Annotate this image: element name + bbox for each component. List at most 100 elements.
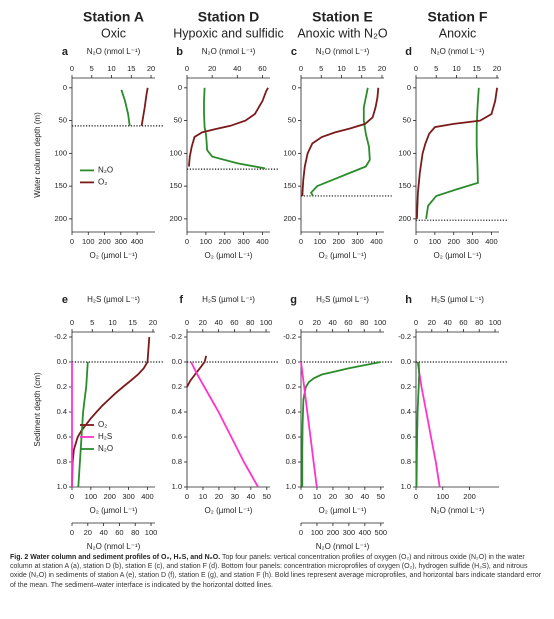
y-tick-label: 0.6 xyxy=(286,432,296,441)
y-tick-label: 0.0 xyxy=(401,357,411,366)
y-tick-label: 50 xyxy=(174,116,182,125)
x-tick-label: 0 xyxy=(299,237,303,246)
x-axis-label: N₂O (nmol L⁻¹) xyxy=(87,47,141,56)
y-tick-label: 0.0 xyxy=(286,357,296,366)
x-tick-label: 300 xyxy=(237,237,250,246)
x-tick-label: 400 xyxy=(141,492,154,501)
x-axis-label: N₂O (nmol L⁻¹) xyxy=(87,542,141,551)
x-tick-label: 0 xyxy=(414,318,418,327)
x-tick-label: 20 xyxy=(428,318,436,327)
x-tick-label: 100 xyxy=(82,237,95,246)
profile-line xyxy=(416,87,498,219)
y-tick-label: 0 xyxy=(292,83,296,92)
x-tick-label: 400 xyxy=(256,237,269,246)
x-tick-label: 80 xyxy=(131,528,139,537)
x-tick-label: 80 xyxy=(475,318,483,327)
x-tick-label: 200 xyxy=(218,237,231,246)
x-tick-label: 40 xyxy=(361,492,369,501)
caption-title: Fig. 2 Water column and sediment profile… xyxy=(10,554,221,561)
y-tick-label: 1.0 xyxy=(401,482,411,491)
x-tick-label: 200 xyxy=(327,528,340,537)
profile-line xyxy=(120,89,131,126)
x-tick-label: 300 xyxy=(115,237,128,246)
x-tick-label: 0 xyxy=(299,64,303,73)
x-tick-label: 15 xyxy=(127,64,135,73)
x-tick-label: 10 xyxy=(337,64,345,73)
x-tick-label: 300 xyxy=(466,237,479,246)
profile-line xyxy=(203,87,266,170)
y-tick-label: 0.8 xyxy=(172,457,182,466)
profile-line xyxy=(300,361,318,488)
station-title: Station D xyxy=(198,9,259,25)
x-tick-label: 5 xyxy=(319,64,323,73)
y-tick-label: 50 xyxy=(403,116,411,125)
x-tick-label: 100 xyxy=(374,318,387,327)
y-tick-label: 50 xyxy=(59,116,67,125)
x-tick-label: 20 xyxy=(313,318,321,327)
x-tick-label: 0 xyxy=(414,237,418,246)
x-tick-label: 30 xyxy=(231,492,239,501)
y-tick-label: 150 xyxy=(398,181,411,190)
x-tick-label: 5 xyxy=(434,64,438,73)
y-axis-label: Water column depth (m) xyxy=(33,112,42,198)
x-tick-label: 80 xyxy=(246,318,254,327)
x-tick-label: 0 xyxy=(185,492,189,501)
y-tick-label: 0.8 xyxy=(286,457,296,466)
x-tick-label: 200 xyxy=(447,237,460,246)
panel-letter: c xyxy=(291,46,297,58)
profile-line xyxy=(140,87,149,126)
x-tick-label: 50 xyxy=(263,492,271,501)
x-axis-label: O₂ (µmol L⁻¹) xyxy=(90,506,138,515)
x-tick-label: 15 xyxy=(358,64,366,73)
panel-letter: d xyxy=(405,46,412,58)
x-tick-label: 0 xyxy=(70,64,74,73)
x-tick-label: 40 xyxy=(214,318,222,327)
x-tick-label: 10 xyxy=(452,64,460,73)
x-tick-label: 80 xyxy=(360,318,368,327)
y-axis-label: Sediment depth (cm) xyxy=(33,372,42,447)
x-tick-label: 40 xyxy=(247,492,255,501)
station-subtitle: Anoxic with N₂O xyxy=(297,26,388,40)
x-tick-label: 10 xyxy=(107,64,115,73)
y-tick-label: 0 xyxy=(178,83,182,92)
y-tick-label: 0.0 xyxy=(172,357,182,366)
x-tick-label: 40 xyxy=(443,318,451,327)
x-tick-label: 0 xyxy=(70,318,74,327)
x-tick-label: 60 xyxy=(115,528,123,537)
y-tick-label: 1.0 xyxy=(57,482,67,491)
x-tick-label: 100 xyxy=(314,237,327,246)
x-tick-label: 20 xyxy=(329,492,337,501)
x-tick-label: 40 xyxy=(99,528,107,537)
x-tick-label: 0 xyxy=(70,492,74,501)
panel-letter: h xyxy=(405,294,412,306)
panel-letter: a xyxy=(62,46,69,58)
x-tick-label: 0 xyxy=(70,528,74,537)
profile-line xyxy=(425,87,480,220)
x-tick-label: 100 xyxy=(260,318,273,327)
profile-line xyxy=(309,87,371,197)
y-tick-label: 200 xyxy=(54,214,67,223)
legend-label: N₂O xyxy=(98,444,113,453)
profile-line xyxy=(416,361,441,488)
x-tick-label: 60 xyxy=(459,318,467,327)
profile-line xyxy=(301,87,380,196)
x-tick-label: 40 xyxy=(328,318,336,327)
y-tick-label: 100 xyxy=(169,148,182,157)
x-axis-label: N₂O (nmol L⁻¹) xyxy=(202,47,256,56)
station-title: Station E xyxy=(312,9,373,25)
profile-line xyxy=(188,87,269,167)
x-tick-label: 0 xyxy=(299,528,303,537)
y-tick-label: 0.4 xyxy=(286,407,296,416)
x-tick-label: 300 xyxy=(351,237,364,246)
x-axis-label: N₂O (nmol L⁻¹) xyxy=(316,542,370,551)
x-tick-label: 50 xyxy=(377,492,385,501)
x-tick-label: 100 xyxy=(429,237,442,246)
caption: Fig. 2 Water column and sediment profile… xyxy=(10,553,544,590)
x-tick-label: 100 xyxy=(145,528,158,537)
x-tick-label: 100 xyxy=(311,528,324,537)
x-tick-label: 10 xyxy=(108,318,116,327)
y-tick-label: 0.8 xyxy=(401,457,411,466)
x-tick-label: 20 xyxy=(84,528,92,537)
y-tick-label: 0.6 xyxy=(57,432,67,441)
